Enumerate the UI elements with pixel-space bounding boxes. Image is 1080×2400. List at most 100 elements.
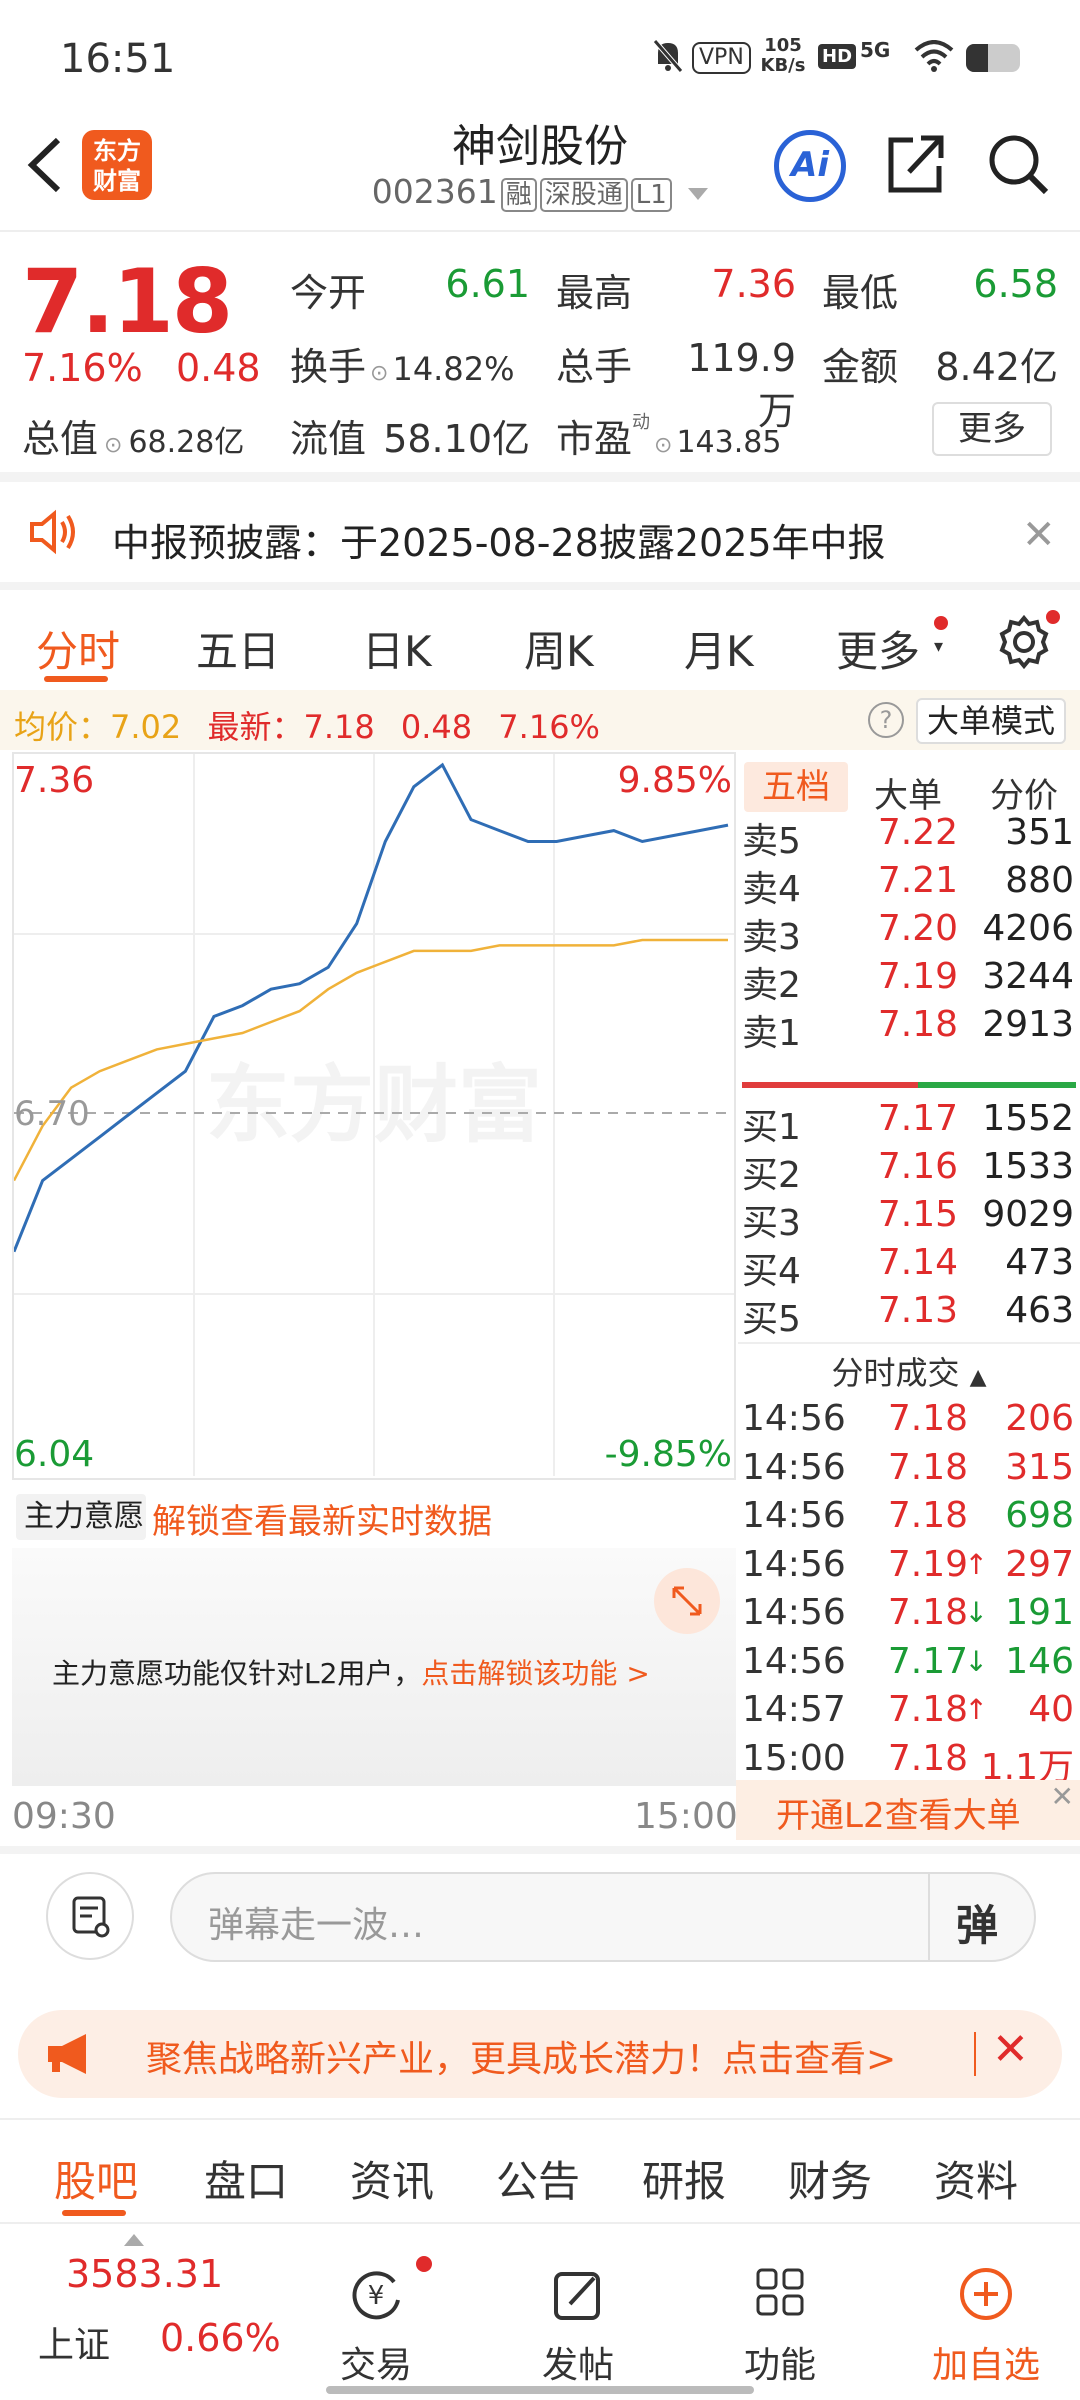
info-icon[interactable]: ⊙: [370, 361, 389, 386]
share-icon[interactable]: [885, 132, 945, 196]
y-max-pct-label: 9.85%: [617, 760, 732, 801]
market-cap-label: 总值: [22, 417, 99, 461]
pe-label: 市盈: [556, 417, 633, 461]
main-will-bar: 主力意愿▼ 解锁查看最新实时数据: [12, 1490, 736, 1577]
tab-profile[interactable]: 资料: [934, 2157, 1019, 2206]
help-icon[interactable]: ?: [868, 702, 904, 738]
list-icon: [72, 1896, 110, 1938]
tab-daily-k[interactable]: 日K: [362, 627, 432, 676]
trade-time: 14:56: [742, 1543, 846, 1585]
danmaku-toggle-button[interactable]: 弹: [956, 1901, 999, 1950]
buy-volume: 463: [1005, 1290, 1074, 1331]
expand-icon[interactable]: [654, 1568, 720, 1634]
stock-header: 东方 财富 神剑股份 002361 融深股通 L1 Ai: [0, 110, 1080, 230]
tab-price-split[interactable]: 分价: [990, 776, 1058, 816]
ai-button[interactable]: Ai: [774, 130, 846, 202]
more-button[interactable]: 更多: [932, 402, 1052, 456]
sell-price: 7.19: [877, 956, 958, 997]
close-icon[interactable]: ✕: [992, 2024, 1029, 2075]
wifi-icon: [914, 40, 954, 76]
back-button[interactable]: [22, 130, 72, 210]
dropdown-arrow-icon[interactable]: [688, 187, 709, 200]
nav-add-watchlist[interactable]: 加自选: [916, 2266, 1056, 2388]
notice-bar[interactable]: 中报预披露：于2025-08-28披露2025年中报 ✕: [0, 482, 1080, 582]
main-will-unlock-link[interactable]: 点击解锁该功能 >: [421, 1657, 650, 1690]
buy-level: 买4: [742, 1251, 801, 1292]
main-will-select[interactable]: 主力意愿▼: [16, 1494, 146, 1577]
chevron-up-icon[interactable]: [124, 2234, 144, 2246]
nav-post-label: 发帖: [541, 2345, 614, 2386]
danmaku-placeholder: 弹幕走一波…: [208, 1905, 425, 1946]
trade-time: 14:56: [742, 1446, 846, 1488]
tab-five-levels[interactable]: 五档: [744, 762, 848, 812]
comment-list-button[interactable]: [46, 1872, 134, 1960]
index-value[interactable]: 3583.31: [66, 2252, 224, 2296]
danmaku-input[interactable]: 弹幕走一波… 弹: [170, 1872, 1036, 1962]
trade-row: 14:57 7.18 ↑ 40: [738, 1689, 1080, 1737]
divider: [0, 1846, 1080, 1854]
nav-trade[interactable]: ¥ 交易: [306, 2266, 446, 2388]
intraday-summary: 均价：7.02 最新：7.18 0.48 7.16%: [14, 702, 600, 748]
unlock-link[interactable]: 解锁查看最新实时数据: [152, 1502, 492, 1542]
market-cap-value: 68.28亿: [128, 425, 245, 460]
sell-level: 卖4: [742, 869, 801, 910]
tab-intraday[interactable]: 分时: [36, 627, 121, 676]
tab-more[interactable]: 更多: [836, 627, 921, 676]
tab-big-orders[interactable]: 大单: [874, 776, 942, 816]
trade-price: 7.18: [887, 1592, 968, 1633]
close-icon[interactable]: ✕: [1050, 1780, 1074, 1813]
search-icon[interactable]: [986, 132, 1050, 196]
close-icon[interactable]: ✕: [1022, 512, 1056, 558]
nav-functions[interactable]: 功能: [710, 2266, 850, 2388]
l2-banner[interactable]: 开通L2查看大单 ✕: [736, 1780, 1080, 1840]
mute-icon: [652, 38, 684, 73]
buy-price: 7.13: [877, 1290, 958, 1331]
tab-weekly-k[interactable]: 周K: [524, 627, 594, 676]
y-min-pct-label: -9.85%: [604, 1434, 732, 1475]
trade-arrow: ↓: [964, 1644, 988, 1678]
trade-row: 14:56 7.19 ↑ 297: [738, 1544, 1080, 1592]
promo-banner[interactable]: 聚焦战略新兴产业，更具成长潜力！点击查看> ✕: [18, 2010, 1062, 2098]
tab-five-day[interactable]: 五日: [196, 627, 281, 676]
tab-forum[interactable]: 股吧: [54, 2157, 139, 2206]
tab-financials[interactable]: 财务: [788, 2157, 873, 2206]
sell-price: 7.22: [877, 812, 958, 853]
trade-volume: 297: [1005, 1543, 1074, 1585]
info-icon[interactable]: ⊙: [104, 433, 123, 458]
active-tab-underline: [62, 2210, 126, 2216]
sell-volume: 2913: [982, 1004, 1074, 1045]
current-price: 7.18: [22, 250, 233, 353]
nav-add-label: 加自选: [931, 2345, 1040, 2386]
change-percent: 7.16%: [22, 346, 143, 390]
home-indicator[interactable]: [326, 2386, 754, 2394]
sell-level: 卖5: [742, 821, 801, 862]
tab-order-book[interactable]: 盘口: [204, 2157, 289, 2206]
sell-level: 卖3: [742, 917, 801, 958]
nav-post[interactable]: 发帖: [508, 2266, 648, 2388]
intraday-chart[interactable]: 东方财富 7.36 9.85% 6.70 6.04 -9.85%: [12, 752, 736, 1480]
chart-watermark: 东方财富: [206, 1058, 542, 1152]
big-order-mode-button[interactable]: 大单模式: [916, 698, 1066, 744]
high-label: 最高: [556, 271, 633, 315]
sell-price: 7.18: [877, 1004, 958, 1045]
buy-price: 7.16: [877, 1146, 958, 1187]
tab-announcements[interactable]: 公告: [496, 2157, 581, 2206]
gear-icon[interactable]: [996, 614, 1052, 674]
trade-volume: 206: [1005, 1398, 1074, 1439]
5g-icon: 5G: [860, 38, 891, 62]
margin-tag: 融: [500, 178, 537, 212]
trade-row: 14:56 7.18 ↓ 191: [738, 1592, 1080, 1640]
info-icon[interactable]: ⊙: [654, 433, 673, 458]
trade-time: 14:56: [742, 1592, 846, 1633]
intraday-chart-svg: 东方财富: [14, 754, 734, 1476]
market-cap-row: 总值 ⊙ 68.28亿: [22, 408, 244, 463]
divider: [0, 2118, 1080, 2120]
time-start-label: 09:30: [12, 1796, 116, 1837]
trades-title[interactable]: 分时成交 ▲: [738, 1348, 1080, 1394]
tab-monthly-k[interactable]: 月K: [684, 627, 754, 676]
index-pct: 0.66%: [160, 2316, 281, 2360]
tab-news[interactable]: 资讯: [350, 2157, 435, 2206]
vpn-icon: VPN: [692, 42, 751, 74]
tab-research[interactable]: 研报: [642, 2157, 727, 2206]
buy-volume: 1533: [982, 1146, 1074, 1187]
